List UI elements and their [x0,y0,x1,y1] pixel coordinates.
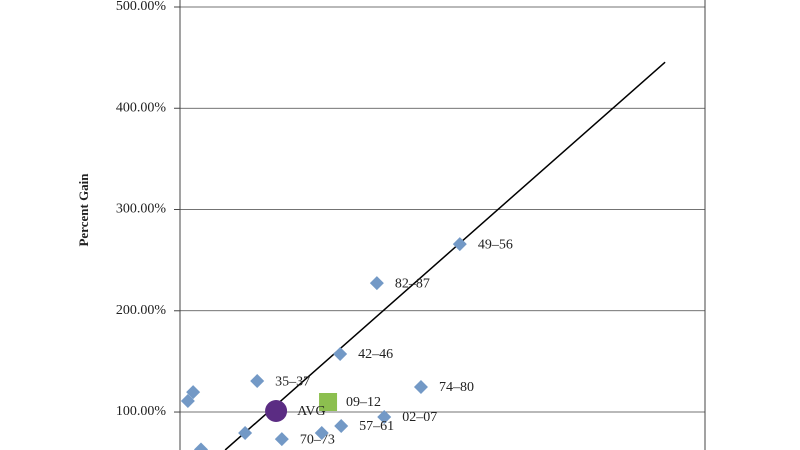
y-tick-label: 200.00% [116,303,167,318]
point [377,409,392,424]
point [452,237,467,252]
y-tick-label: 100.00% [116,404,167,419]
point [274,432,289,447]
point [265,400,288,423]
y-axis-label: Percent Gain [76,173,91,247]
point-label: AVG [297,404,326,419]
point [413,380,428,395]
point [238,425,253,440]
point-label: 70–73 [300,432,335,447]
point-label: 35–37 [275,374,310,389]
point [250,374,265,389]
point [319,393,338,412]
point-label: 09–12 [346,395,381,410]
point [180,393,195,408]
point-label: 74–80 [439,380,474,395]
point [369,276,384,291]
y-tick-label: 300.00% [116,202,167,217]
point [334,419,349,434]
point-label: 49–56 [478,237,513,252]
point [314,425,329,440]
point [186,385,201,400]
point [194,442,208,450]
point-label: 82–87 [395,276,430,291]
y-tick-label: 400.00% [116,100,167,115]
point-label: 42–46 [358,347,393,362]
y-tick-label: 500.00% [116,0,167,14]
point-label: 57–61 [359,419,394,434]
point [333,347,348,362]
trend-line [224,61,666,450]
point-label: 02–07 [402,410,437,425]
